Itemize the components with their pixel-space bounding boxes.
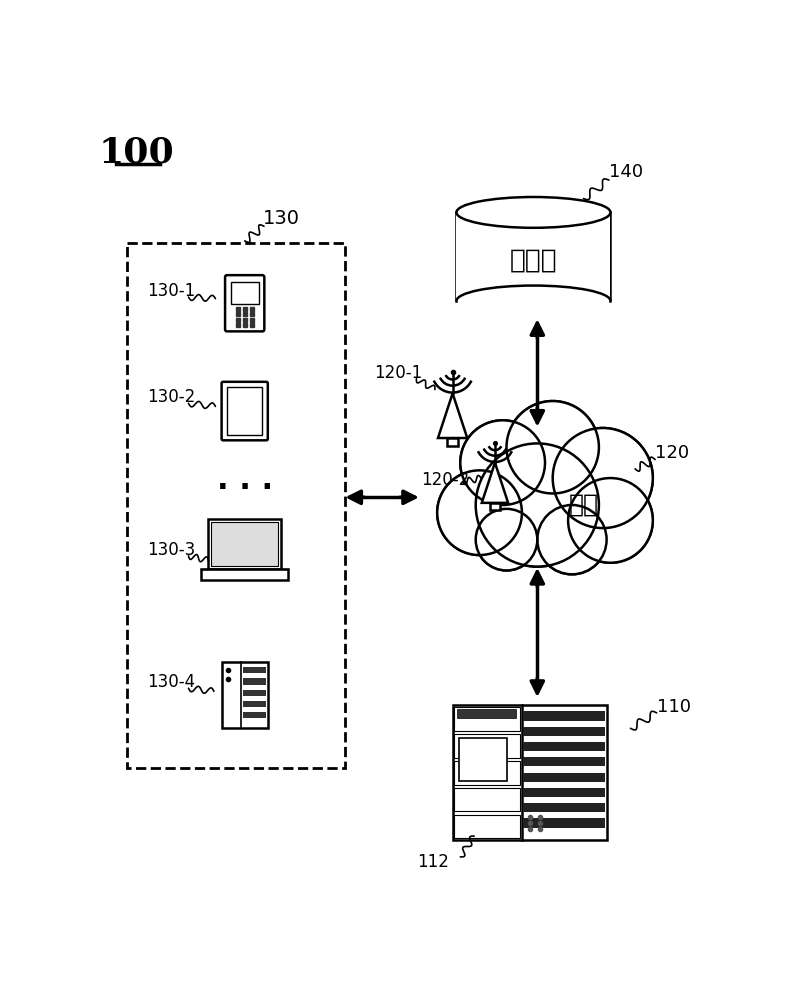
FancyBboxPatch shape [221, 382, 268, 440]
Text: 120-1: 120-1 [375, 364, 423, 382]
Bar [457, 709, 516, 718]
Bar [452, 705, 606, 840]
Text: . . .: . . . [217, 466, 273, 495]
Circle shape [538, 506, 606, 574]
Bar [524, 757, 605, 766]
Bar [524, 742, 605, 751]
Text: 130-4: 130-4 [148, 673, 196, 691]
Circle shape [553, 429, 652, 527]
Bar [448, 438, 458, 446]
Circle shape [476, 509, 537, 570]
Circle shape [507, 402, 598, 493]
Circle shape [507, 401, 599, 493]
Text: 130-3: 130-3 [148, 541, 196, 559]
Circle shape [476, 510, 537, 570]
Bar [459, 738, 507, 781]
Circle shape [476, 443, 599, 567]
Bar [524, 788, 605, 797]
Text: 120: 120 [655, 444, 689, 462]
Bar [127, 243, 345, 768]
Bar [209, 519, 282, 569]
Circle shape [568, 478, 653, 563]
Bar [524, 803, 605, 812]
Text: 120-2: 120-2 [421, 471, 469, 489]
Text: 存储器: 存储器 [509, 248, 557, 274]
Bar [242, 690, 266, 696]
Bar [211, 522, 278, 566]
Bar [524, 773, 605, 782]
FancyBboxPatch shape [225, 275, 265, 331]
Circle shape [537, 505, 606, 574]
Bar [454, 734, 520, 758]
Circle shape [460, 420, 545, 505]
Text: 140: 140 [609, 163, 643, 181]
Polygon shape [482, 463, 508, 503]
Circle shape [569, 479, 652, 562]
Text: 130-1: 130-1 [148, 282, 196, 300]
Bar [490, 503, 500, 510]
Bar [524, 727, 605, 736]
Text: 110: 110 [657, 698, 691, 716]
Bar [454, 788, 520, 811]
Bar [524, 711, 605, 721]
Circle shape [437, 470, 522, 555]
Bar [242, 712, 266, 718]
Bar [454, 761, 520, 785]
Bar [227, 387, 262, 435]
Circle shape [476, 444, 598, 566]
Bar [454, 815, 520, 838]
Text: 网络: 网络 [569, 493, 598, 517]
Bar [201, 569, 288, 580]
Bar [242, 678, 266, 685]
Text: 130: 130 [262, 209, 299, 228]
Text: 112: 112 [417, 853, 449, 871]
Bar [221, 662, 268, 728]
Bar [231, 282, 258, 304]
Ellipse shape [456, 197, 610, 228]
Polygon shape [438, 393, 468, 438]
Circle shape [438, 471, 521, 554]
Bar [242, 701, 266, 707]
Text: 100: 100 [99, 135, 175, 169]
Text: 130-2: 130-2 [148, 388, 196, 406]
Bar [242, 667, 266, 673]
Circle shape [553, 428, 653, 528]
Bar [456, 212, 610, 301]
Bar [524, 818, 605, 828]
Bar [454, 707, 520, 731]
Circle shape [461, 421, 545, 504]
